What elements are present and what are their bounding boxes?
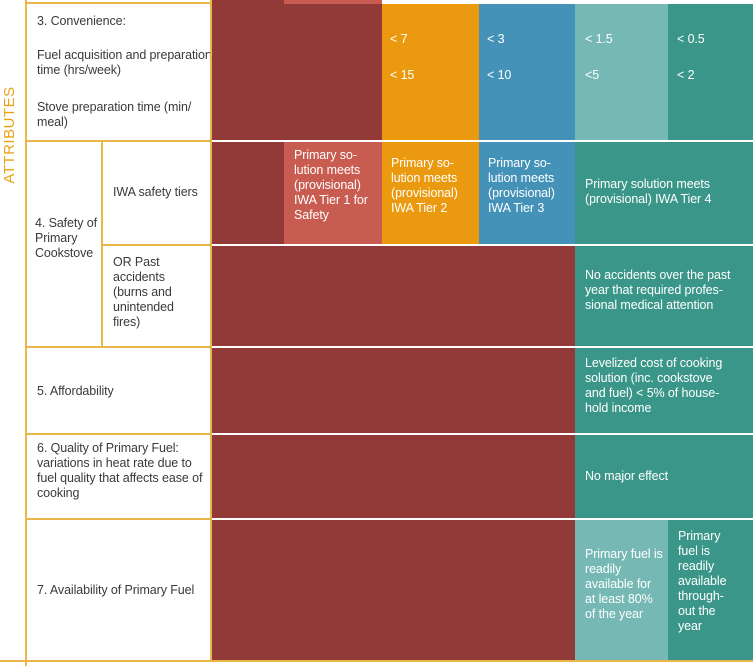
safety-iwa-tier4: Primary solution meets (provisional) IWA… — [575, 142, 753, 244]
fuel-time-label: Fuel acquisition and preparation time (h… — [37, 48, 212, 77]
rule-above-availability — [25, 518, 212, 520]
fuel-value-tier3: < 3 — [487, 32, 505, 46]
fuel-value-tier5: < 0.5 — [677, 32, 705, 46]
safety-iwa-tier2: Primary so- lution meets (provisional) I… — [382, 142, 479, 244]
stove-value-tier4: <5 — [585, 68, 600, 82]
affordability-tier0 — [212, 348, 575, 433]
quality-label-cell: 6. Quality of Primary Fuel: variations i… — [27, 435, 212, 518]
quality-top: No major effect — [575, 435, 753, 518]
past-label-cell: OR Past accidents (burns and unintended … — [103, 246, 212, 346]
availability-tier5-text: Primary fuel is readily available throug… — [678, 529, 727, 633]
affordability-title: 5. Affordability — [37, 384, 114, 398]
attributes-label: ATTRIBUTES — [1, 86, 18, 184]
convenience-tier2: < 7 < 15 — [382, 4, 479, 140]
stove-value-tier3: < 10 — [487, 68, 512, 82]
rule-bottom — [0, 660, 753, 662]
availability-tier4-text: Primary fuel is readily available for at… — [585, 547, 663, 621]
stove-time-label: Stove preparation time (min/ meal) — [37, 100, 192, 129]
convenience-tier5: < 0.5 < 2 — [668, 4, 753, 140]
stove-value-tier2: < 15 — [390, 68, 415, 82]
safety-past-top: No accidents over the past year that req… — [575, 246, 753, 346]
convenience-tier4: < 1.5 <5 — [575, 4, 668, 140]
past-accidents-label: OR Past accidents (burns and unintended … — [113, 255, 174, 329]
safety-iwa-tier3: Primary so- lution meets (provisional) I… — [479, 142, 575, 244]
safety-title-cell: 4. Safety of Primary Cookstove — [27, 142, 101, 346]
safety-tier2-text: Primary so- lution meets (provisional) I… — [391, 156, 458, 215]
safety-iwa-tier0 — [212, 142, 284, 244]
availability-tier0 — [212, 520, 575, 660]
iwa-label-cell: IWA safety tiers — [103, 142, 212, 244]
quality-tier0 — [212, 435, 575, 518]
rule-above-quality — [25, 433, 212, 435]
rule-above-convenience — [25, 2, 212, 4]
stove-value-tier5: < 2 — [677, 68, 695, 82]
convenience-title: 3. Convenience: — [37, 14, 126, 28]
rule-safety-mid — [101, 244, 212, 246]
quality-title: 6. Quality of Primary Fuel: variations i… — [37, 441, 203, 500]
safety-title: 4. Safety of Primary Cookstove — [35, 216, 98, 260]
rule-above-affordability — [25, 346, 212, 348]
safety-tier3-text: Primary so- lution meets (provisional) I… — [488, 156, 555, 215]
availability-label-cell: 7. Availability of Primary Fuel — [27, 520, 212, 660]
iwa-tiers-label: IWA safety tiers — [113, 185, 198, 199]
fuel-value-tier4: < 1.5 — [585, 32, 613, 46]
availability-tier5: Primary fuel is readily available throug… — [668, 520, 753, 660]
top-strip-tier0 — [212, 0, 284, 4]
convenience-tier3: < 3 < 10 — [479, 4, 575, 140]
affordability-top: Levelized cost of cooking solution (inc.… — [575, 348, 753, 433]
left-rule — [25, 0, 27, 666]
safety-tier1-text: Primary so- lution meets (provisional) I… — [294, 148, 368, 222]
top-strip-tier1 — [284, 0, 382, 4]
rule-label-edge — [210, 0, 212, 662]
safety-iwa-tier1: Primary so- lution meets (provisional) I… — [284, 142, 382, 244]
fuel-value-tier2: < 7 — [390, 32, 408, 46]
affordability-label-cell: 5. Affordability — [27, 348, 212, 433]
safety-tier4-text: Primary solution meets (provisional) IWA… — [585, 177, 712, 206]
rule-above-safety — [25, 140, 212, 142]
safety-past-top-text: No accidents over the past year that req… — [585, 268, 731, 312]
availability-tier4: Primary fuel is readily available for at… — [575, 520, 668, 660]
convenience-tier0 — [212, 4, 382, 140]
convenience-label-cell: 3. Convenience: Fuel acquisition and pre… — [27, 4, 212, 140]
quality-top-text: No major effect — [585, 469, 669, 483]
safety-past-tier0 — [212, 246, 575, 346]
affordability-top-text: Levelized cost of cooking solution (inc.… — [585, 356, 723, 415]
availability-title: 7. Availability of Primary Fuel — [37, 583, 195, 597]
